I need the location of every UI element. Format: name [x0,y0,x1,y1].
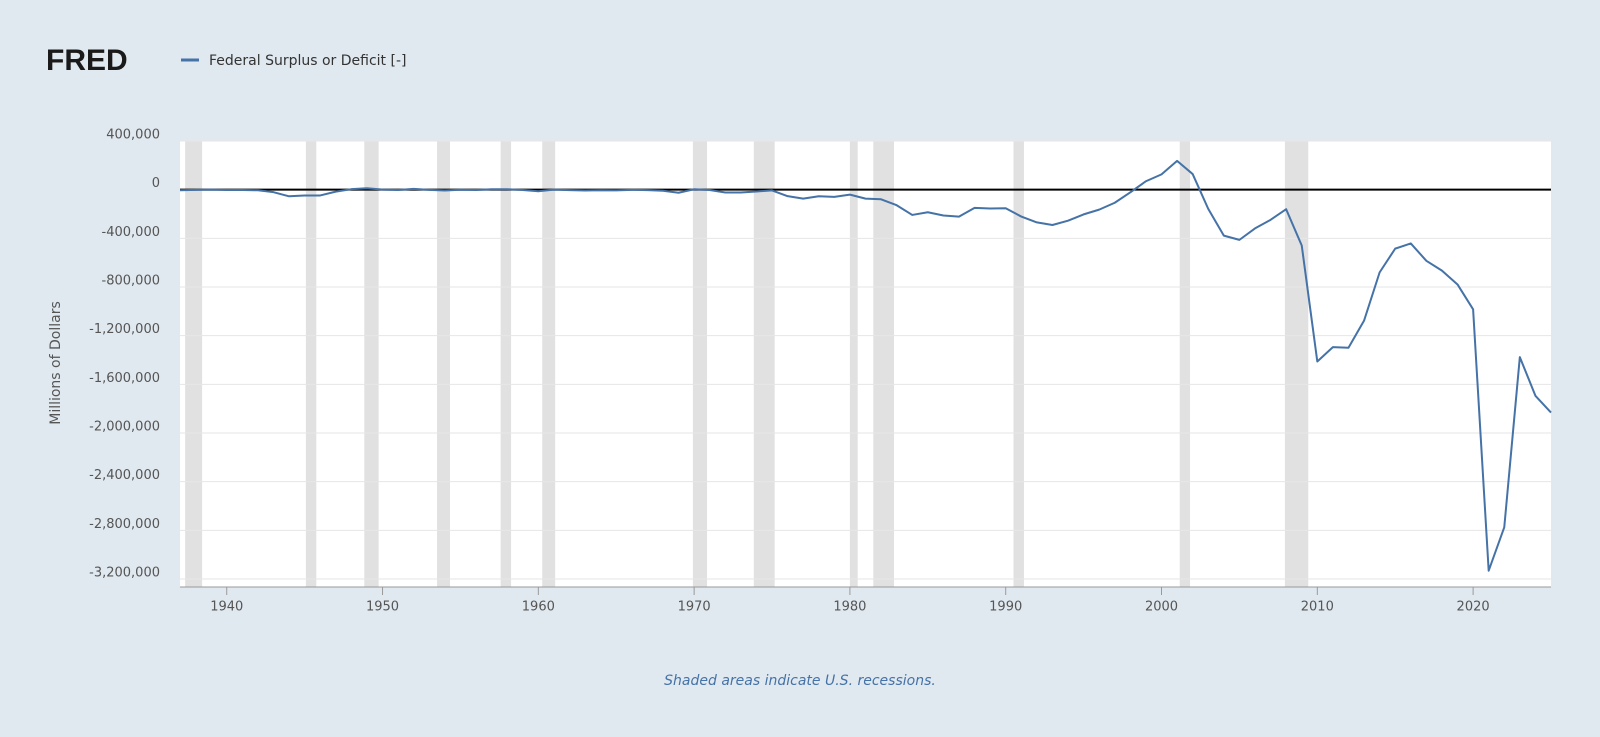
y-tick-label: -2,000,000 [89,420,160,435]
recession-band [849,141,858,587]
recession-band [753,141,775,587]
recession-band [305,141,317,587]
y-tick-label: -2,800,000 [89,517,160,532]
y-tick-label: -1,600,000 [89,371,160,386]
x-tick-label: 1960 [522,600,555,615]
recession-band [437,141,450,587]
y-tick-label: 400,000 [106,128,160,143]
x-tick-label: 1950 [366,600,399,615]
x-tick-label: 2010 [1301,600,1334,615]
recession-note: Shaded areas indicate U.S. recessions. [664,673,936,689]
y-tick-label: -400,000 [102,225,160,240]
recession-band [873,141,895,587]
legend-label: Federal Surplus or Deficit [-] [209,53,406,69]
recession-band [542,141,556,587]
y-tick-label: -1,200,000 [89,322,160,337]
recession-band [185,141,203,587]
recession-band [1284,141,1309,587]
y-axis-label: Millions of Dollars [48,301,64,425]
x-tick-label: 2020 [1457,600,1490,615]
y-tick-label: -800,000 [102,274,160,289]
recession-band [1013,141,1024,587]
x-tick-label: 1970 [678,600,711,615]
y-tick-label: -3,200,000 [89,566,160,581]
x-tick-label: 1940 [210,600,243,615]
x-tick-label: 1980 [833,600,866,615]
recession-band [364,141,379,587]
logo: FRED [46,44,128,77]
recession-band [692,141,708,587]
y-tick-label: -2,400,000 [89,468,160,483]
recession-band [1179,141,1191,587]
x-tick-label: 2000 [1145,600,1178,615]
recession-band [500,141,512,587]
y-tick-label: 0 [152,176,160,191]
x-tick-label: 1990 [989,600,1022,615]
plot-area [180,141,1551,587]
series-line [179,159,1552,572]
